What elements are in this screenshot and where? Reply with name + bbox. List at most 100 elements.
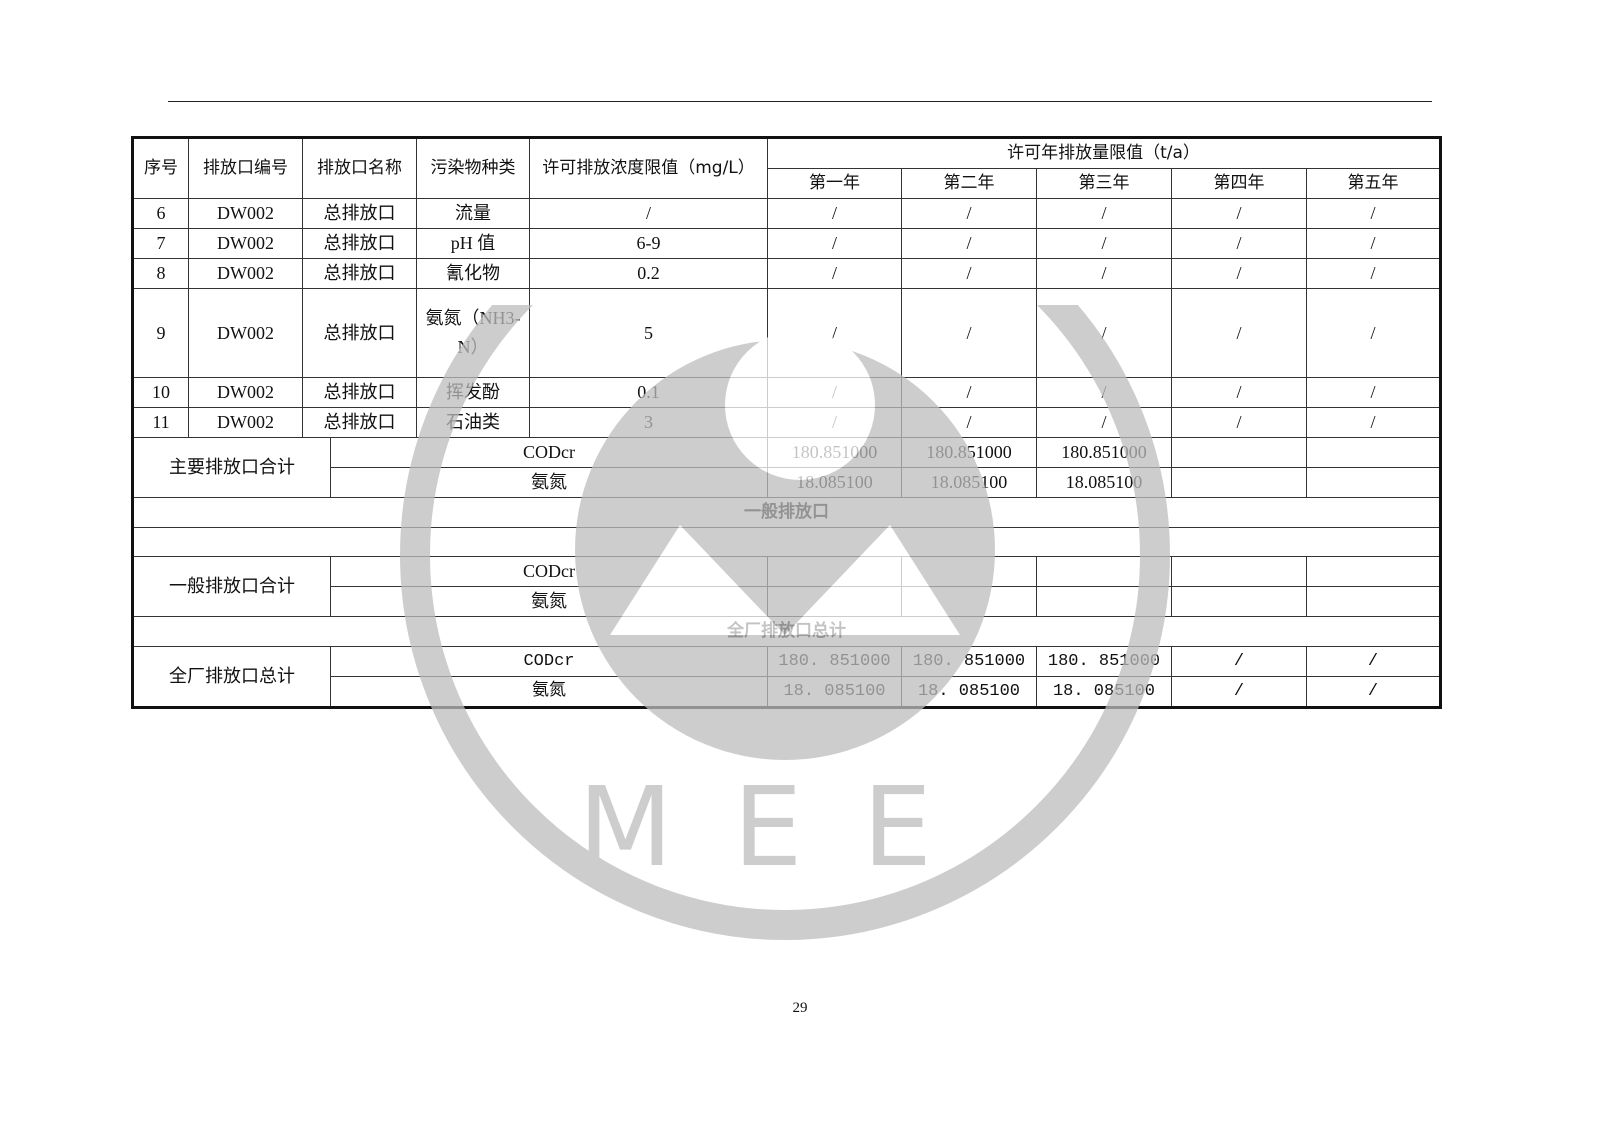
row-outlet-name: 总排放口 [302,228,417,259]
total-year-3 [1036,556,1172,587]
header-rule [168,101,1432,102]
row-year-5: / [1306,258,1441,289]
header-year-4: 第四年 [1171,168,1307,199]
total-year-2: 18.085100 [901,467,1037,498]
row-no: 10 [132,377,189,408]
watermark-text: MEE [578,763,992,891]
header-pollutant: 污染物种类 [416,137,530,199]
row-concentration-limit: 0.1 [529,377,768,408]
row-outlet-name: 总排放口 [302,258,417,289]
header-year-2: 第二年 [901,168,1037,199]
row-year-2: / [901,228,1037,259]
total-year-5 [1306,467,1441,498]
main-total-label: 主要排放口合计 [132,437,331,498]
total-year-4 [1171,437,1307,468]
total-year-1: 18. 085100 [767,676,902,708]
row-year-2: / [901,288,1037,378]
row-outlet-code: DW002 [188,377,303,408]
header-outlet-code: 排放口编号 [188,137,303,199]
row-concentration-limit: 0.2 [529,258,768,289]
plant-total-row: 全厂排放口总计 CODcr 180. 851000 180. 851000 180. 8… [132,646,1441,708]
header-outlet-name: 排放口名称 [302,137,417,199]
row-year-5: / [1306,198,1441,229]
total-year-1: 180. 851000 [767,646,902,677]
row-no: 9 [132,288,189,378]
total-year-2: 180.851000 [901,437,1037,468]
row-year-2: / [901,198,1037,229]
total-year-3: 180.851000 [1036,437,1172,468]
total-year-4 [1171,586,1307,617]
total-year-4: / [1171,646,1307,677]
total-year-3: 18.085100 [1036,467,1172,498]
row-concentration-limit: 5 [529,288,768,378]
table-row: 8 DW002 总排放口 氰化物 0.2// / / / [132,258,1441,289]
row-year-1: / [767,198,902,229]
row-pollutant: 氨氮（NH3-N） [416,288,530,378]
row-outlet-name: 总排放口 [302,198,417,229]
total-year-2: 18. 085100 [901,676,1037,708]
table-row: 11 DW002 总排放口 石油类 3// / / / [132,407,1441,438]
row-year-2: / [901,258,1037,289]
plant-section-title: 全厂排放口总计 [132,616,1441,647]
header-year-5: 第五年 [1306,168,1441,199]
row-year-4: / [1171,407,1307,438]
general-total-label: 一般排放口合计 [132,556,331,617]
total-year-1: 18.085100 [767,467,902,498]
row-year-4: / [1171,258,1307,289]
header-year-3: 第三年 [1036,168,1172,199]
total-year-2 [901,586,1037,617]
row-year-3: / [1036,198,1172,229]
row-pollutant: 氰化物 [416,258,530,289]
total-year-2 [901,556,1037,587]
row-pollutant: 挥发酚 [416,377,530,408]
row-year-5: / [1306,377,1441,408]
row-year-5: / [1306,407,1441,438]
total-year-2: 180. 851000 [901,646,1037,677]
row-outlet-code: DW002 [188,407,303,438]
row-no: 11 [132,407,189,438]
row-concentration-limit: 3 [529,407,768,438]
row-year-4: / [1171,228,1307,259]
total-year-5: / [1306,676,1441,708]
total-year-5 [1306,556,1441,587]
row-no: 7 [132,228,189,259]
total-year-1 [767,586,902,617]
row-outlet-code: DW002 [188,288,303,378]
general-total-row: 一般排放口合计 CODcr [132,556,1441,617]
row-year-4: / [1171,198,1307,229]
row-year-2: / [901,407,1037,438]
row-year-4: / [1171,377,1307,408]
row-year-3: / [1036,258,1172,289]
emission-limits-table: 序号 排放口编号 排放口名称 污染物种类 许可排放浓度限值（mg/L） 许可年排… [131,136,1442,709]
table-row: 9 DW002 总排放口 氨氮（NH3-N） 5// / / / [132,288,1441,378]
total-pollutant: 氨氮 [330,586,768,617]
header-annual-limit: 许可年排放量限值（t/a） [767,137,1441,169]
row-outlet-name: 总排放口 [302,407,417,438]
row-outlet-code: DW002 [188,258,303,289]
page-number: 29 [792,1000,808,1016]
header-no: 序号 [132,137,189,199]
total-year-3 [1036,586,1172,617]
total-pollutant: CODcr [330,646,768,677]
row-outlet-code: DW002 [188,198,303,229]
row-year-3: / [1036,288,1172,378]
row-year-1: / [767,258,902,289]
row-no: 6 [132,198,189,229]
total-year-1 [767,556,902,587]
general-section-title: 一般排放口 [132,497,1441,528]
plant-total-label: 全厂排放口总计 [132,646,331,708]
row-year-1: / [767,288,902,378]
row-no: 8 [132,258,189,289]
total-year-3: 18. 085100 [1036,676,1172,708]
main-total-row: 主要排放口合计 CODcr 180.851000 180.851000 180.8510… [132,437,1441,498]
total-pollutant: 氨氮 [330,467,768,498]
total-year-5 [1306,586,1441,617]
total-year-5: / [1306,646,1441,677]
row-outlet-code: DW002 [188,228,303,259]
total-year-3: 180. 851000 [1036,646,1172,677]
total-year-1: 180.851000 [767,437,902,468]
total-year-4: / [1171,676,1307,708]
total-year-4 [1171,467,1307,498]
blank-row [132,527,1441,557]
row-year-3: / [1036,377,1172,408]
